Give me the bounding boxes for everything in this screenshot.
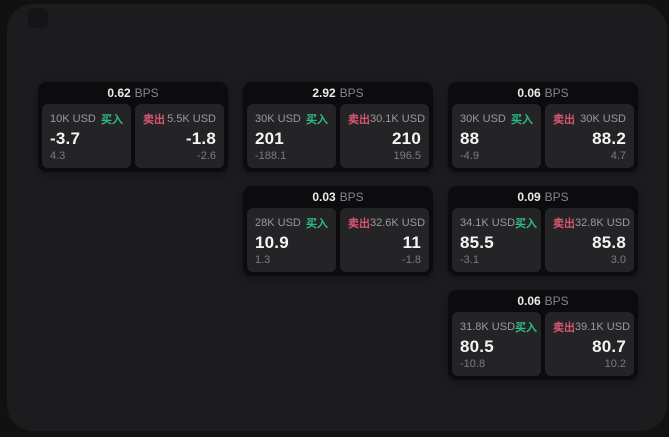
notional-label: 30K USD (255, 113, 301, 125)
change-value: -2.6 (197, 150, 216, 162)
bps-unit-label: BPS (544, 86, 569, 100)
bps-header: 0.06 BPS (452, 82, 634, 104)
sell-button[interactable]: 卖出 (348, 218, 370, 230)
quote-grid: 0.62 BPS 10K USD 买入 -3.7 4.3 卖出 5.5K USD… (38, 82, 638, 380)
bps-value: 0.06 (517, 86, 541, 100)
tiles-row: 31.8K USD 买入 80.5 -10.8 卖出 39.1K USD 80.… (452, 312, 634, 376)
quote-card: 0.62 BPS 10K USD 买入 -3.7 4.3 卖出 5.5K USD… (38, 82, 228, 172)
notional-label: 32.6K USD (370, 217, 426, 229)
tiles-row: 30K USD 买入 201 -188.1 卖出 30.1K USD 210 1… (247, 104, 429, 168)
price-value: 10.9 (255, 233, 289, 252)
app-icon (28, 8, 48, 28)
change-value: 10.2 (604, 358, 626, 370)
quote-card: 0.03 BPS 28K USD 买入 10.9 1.3 卖出 32.6K US… (243, 186, 433, 276)
buy-tile[interactable]: 34.1K USD 买入 85.5 -3.1 (452, 208, 541, 272)
bps-header: 0.03 BPS (247, 186, 429, 208)
bps-header: 0.62 BPS (42, 82, 224, 104)
buy-tile[interactable]: 28K USD 买入 10.9 1.3 (247, 208, 336, 272)
price-value: -1.8 (185, 129, 216, 148)
notional-label: 10K USD (50, 113, 96, 125)
price-value: -3.7 (50, 129, 81, 148)
price-value: 11 (402, 233, 421, 252)
quote-card: 2.92 BPS 30K USD 买入 201 -188.1 卖出 30.1K … (243, 82, 433, 172)
notional-label: 28K USD (255, 217, 301, 229)
tiles-row: 10K USD 买入 -3.7 4.3 卖出 5.5K USD -1.8 -2.… (42, 104, 224, 168)
tiles-row: 34.1K USD 买入 85.5 -3.1 卖出 32.8K USD 85.8… (452, 208, 634, 272)
buy-tile[interactable]: 10K USD 买入 -3.7 4.3 (42, 104, 131, 168)
sell-tile[interactable]: 卖出 32.8K USD 85.8 3.0 (545, 208, 634, 272)
buy-tile[interactable]: 31.8K USD 买入 80.5 -10.8 (452, 312, 541, 376)
bps-unit-label: BPS (339, 190, 364, 204)
bps-unit-label: BPS (134, 86, 159, 100)
sell-tile[interactable]: 卖出 30.1K USD 210 196.5 (340, 104, 429, 168)
sell-tile[interactable]: 卖出 32.6K USD 11 -1.8 (340, 208, 429, 272)
quote-card: 0.06 BPS 31.8K USD 买入 80.5 -10.8 卖出 39.1… (448, 290, 638, 380)
bps-value: 0.06 (517, 294, 541, 308)
notional-label: 30K USD (460, 113, 506, 125)
change-value: -10.8 (460, 358, 486, 370)
price-value: 201 (255, 129, 284, 148)
bps-header: 0.09 BPS (452, 186, 634, 208)
change-value: 1.3 (255, 254, 271, 266)
buy-button[interactable]: 买入 (306, 114, 328, 126)
bps-unit-label: BPS (339, 86, 364, 100)
sell-button[interactable]: 卖出 (553, 322, 575, 334)
price-value: 88.2 (592, 129, 626, 148)
bps-value: 0.03 (312, 190, 336, 204)
price-value: 210 (392, 129, 421, 148)
change-value: 4.7 (610, 150, 626, 162)
bps-header: 2.92 BPS (247, 82, 429, 104)
sell-button[interactable]: 卖出 (553, 218, 575, 230)
change-value: -188.1 (255, 150, 287, 162)
notional-label: 5.5K USD (167, 113, 216, 125)
bps-unit-label: BPS (544, 294, 569, 308)
change-value: -1.8 (402, 254, 421, 266)
price-value: 85.8 (592, 233, 626, 252)
notional-label: 39.1K USD (575, 321, 631, 333)
notional-label: 30.1K USD (370, 113, 426, 125)
quote-card: 0.09 BPS 34.1K USD 买入 85.5 -3.1 卖出 32.8K… (448, 186, 638, 276)
price-value: 85.5 (460, 233, 494, 252)
notional-label: 32.8K USD (575, 217, 631, 229)
sell-button[interactable]: 卖出 (348, 114, 370, 126)
sell-button[interactable]: 卖出 (143, 114, 165, 126)
tiles-row: 30K USD 买入 88 -4.9 卖出 30K USD 88.2 4.7 (452, 104, 634, 168)
buy-button[interactable]: 买入 (101, 114, 123, 126)
buy-button[interactable]: 买入 (306, 218, 328, 230)
notional-label: 31.8K USD (460, 321, 516, 333)
change-value: 3.0 (610, 254, 626, 266)
buy-button[interactable]: 买入 (515, 218, 538, 230)
change-value: -4.9 (460, 150, 479, 162)
bps-value: 0.62 (107, 86, 131, 100)
quote-card: 0.06 BPS 30K USD 买入 88 -4.9 卖出 30K USD 8… (448, 82, 638, 172)
buy-button[interactable]: 买入 (511, 114, 533, 126)
notional-label: 34.1K USD (460, 217, 516, 229)
change-value: 196.5 (393, 150, 421, 162)
sell-tile[interactable]: 卖出 39.1K USD 80.7 10.2 (545, 312, 634, 376)
sell-button[interactable]: 卖出 (553, 114, 575, 126)
bps-header: 0.06 BPS (452, 290, 634, 312)
bps-value: 2.92 (312, 86, 336, 100)
notional-label: 30K USD (580, 113, 626, 125)
price-value: 80.7 (592, 337, 626, 356)
buy-tile[interactable]: 30K USD 买入 201 -188.1 (247, 104, 336, 168)
sell-tile[interactable]: 卖出 30K USD 88.2 4.7 (545, 104, 634, 168)
change-value: -3.1 (460, 254, 479, 266)
price-value: 88 (460, 129, 480, 148)
price-value: 80.5 (460, 337, 494, 356)
change-value: 4.3 (50, 150, 66, 162)
bps-unit-label: BPS (544, 190, 569, 204)
buy-button[interactable]: 买入 (515, 322, 538, 334)
buy-tile[interactable]: 30K USD 买入 88 -4.9 (452, 104, 541, 168)
bps-value: 0.09 (517, 190, 541, 204)
sell-tile[interactable]: 卖出 5.5K USD -1.8 -2.6 (135, 104, 224, 168)
tiles-row: 28K USD 买入 10.9 1.3 卖出 32.6K USD 11 -1.8 (247, 208, 429, 272)
